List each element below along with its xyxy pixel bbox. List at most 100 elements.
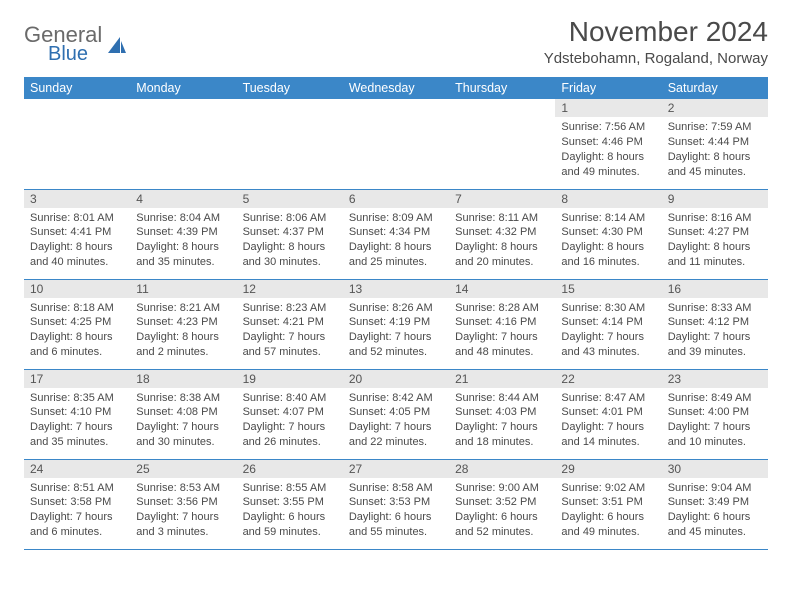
daylight-text: Daylight: 8 hours and 2 minutes. xyxy=(136,330,230,360)
daylight-text: Daylight: 8 hours and 45 minutes. xyxy=(668,150,762,180)
calendar-week-row: 1Sunrise: 7:56 AMSunset: 4:46 PMDaylight… xyxy=(24,99,768,189)
sunrise-text: Sunrise: 8:51 AM xyxy=(30,481,124,496)
calendar-day-cell: 20Sunrise: 8:42 AMSunset: 4:05 PMDayligh… xyxy=(343,369,449,459)
page-header: General Blue November 2024 Ydstebohamn, … xyxy=(24,16,768,67)
day-number: 18 xyxy=(130,370,236,388)
calendar-day-cell: 24Sunrise: 8:51 AMSunset: 3:58 PMDayligh… xyxy=(24,459,130,549)
day-details: Sunrise: 8:53 AMSunset: 3:56 PMDaylight:… xyxy=(130,478,236,546)
sunset-text: Sunset: 4:12 PM xyxy=(668,315,762,330)
day-number: 6 xyxy=(343,190,449,208)
day-number xyxy=(24,99,130,103)
calendar-day-cell: 16Sunrise: 8:33 AMSunset: 4:12 PMDayligh… xyxy=(662,279,768,369)
sunrise-text: Sunrise: 8:38 AM xyxy=(136,391,230,406)
day-details: Sunrise: 9:02 AMSunset: 3:51 PMDaylight:… xyxy=(555,478,661,546)
calendar-day-cell: 8Sunrise: 8:14 AMSunset: 4:30 PMDaylight… xyxy=(555,189,661,279)
day-number: 8 xyxy=(555,190,661,208)
day-number: 11 xyxy=(130,280,236,298)
sunrise-text: Sunrise: 8:18 AM xyxy=(30,301,124,316)
sunrise-text: Sunrise: 9:00 AM xyxy=(455,481,549,496)
sunset-text: Sunset: 4:14 PM xyxy=(561,315,655,330)
sunrise-text: Sunrise: 9:02 AM xyxy=(561,481,655,496)
sunset-text: Sunset: 3:51 PM xyxy=(561,495,655,510)
day-details: Sunrise: 8:49 AMSunset: 4:00 PMDaylight:… xyxy=(662,388,768,456)
day-header: Sunday xyxy=(24,77,130,99)
day-details: Sunrise: 8:35 AMSunset: 4:10 PMDaylight:… xyxy=(24,388,130,456)
calendar-day-cell: 22Sunrise: 8:47 AMSunset: 4:01 PMDayligh… xyxy=(555,369,661,459)
day-number: 25 xyxy=(130,460,236,478)
sunrise-text: Sunrise: 8:16 AM xyxy=(668,211,762,226)
sunrise-text: Sunrise: 8:42 AM xyxy=(349,391,443,406)
sunrise-text: Sunrise: 8:01 AM xyxy=(30,211,124,226)
calendar-day-cell: 21Sunrise: 8:44 AMSunset: 4:03 PMDayligh… xyxy=(449,369,555,459)
day-details: Sunrise: 8:26 AMSunset: 4:19 PMDaylight:… xyxy=(343,298,449,366)
day-details: Sunrise: 8:09 AMSunset: 4:34 PMDaylight:… xyxy=(343,208,449,276)
sunset-text: Sunset: 4:32 PM xyxy=(455,225,549,240)
day-header: Thursday xyxy=(449,77,555,99)
day-details: Sunrise: 8:28 AMSunset: 4:16 PMDaylight:… xyxy=(449,298,555,366)
calendar-day-cell: 4Sunrise: 8:04 AMSunset: 4:39 PMDaylight… xyxy=(130,189,236,279)
month-title: November 2024 xyxy=(544,16,768,48)
calendar-day-cell xyxy=(237,99,343,189)
day-details: Sunrise: 8:42 AMSunset: 4:05 PMDaylight:… xyxy=(343,388,449,456)
day-number: 1 xyxy=(555,99,661,117)
daylight-text: Daylight: 6 hours and 55 minutes. xyxy=(349,510,443,540)
calendar-day-cell: 5Sunrise: 8:06 AMSunset: 4:37 PMDaylight… xyxy=(237,189,343,279)
day-details: Sunrise: 9:00 AMSunset: 3:52 PMDaylight:… xyxy=(449,478,555,546)
daylight-text: Daylight: 8 hours and 35 minutes. xyxy=(136,240,230,270)
day-header-row: Sunday Monday Tuesday Wednesday Thursday… xyxy=(24,77,768,99)
sunset-text: Sunset: 4:25 PM xyxy=(30,315,124,330)
sunrise-text: Sunrise: 8:14 AM xyxy=(561,211,655,226)
day-header: Tuesday xyxy=(237,77,343,99)
sunrise-text: Sunrise: 8:04 AM xyxy=(136,211,230,226)
daylight-text: Daylight: 7 hours and 52 minutes. xyxy=(349,330,443,360)
daylight-text: Daylight: 7 hours and 43 minutes. xyxy=(561,330,655,360)
calendar-table: Sunday Monday Tuesday Wednesday Thursday… xyxy=(24,77,768,550)
calendar-day-cell: 1Sunrise: 7:56 AMSunset: 4:46 PMDaylight… xyxy=(555,99,661,189)
day-details: Sunrise: 7:59 AMSunset: 4:44 PMDaylight:… xyxy=(662,117,768,185)
sunset-text: Sunset: 4:08 PM xyxy=(136,405,230,420)
sunrise-text: Sunrise: 8:26 AM xyxy=(349,301,443,316)
daylight-text: Daylight: 8 hours and 25 minutes. xyxy=(349,240,443,270)
day-number: 3 xyxy=(24,190,130,208)
sunset-text: Sunset: 4:07 PM xyxy=(243,405,337,420)
day-number: 12 xyxy=(237,280,343,298)
daylight-text: Daylight: 8 hours and 6 minutes. xyxy=(30,330,124,360)
sunset-text: Sunset: 4:30 PM xyxy=(561,225,655,240)
sunrise-text: Sunrise: 8:06 AM xyxy=(243,211,337,226)
calendar-day-cell: 30Sunrise: 9:04 AMSunset: 3:49 PMDayligh… xyxy=(662,459,768,549)
day-number: 21 xyxy=(449,370,555,388)
sunrise-text: Sunrise: 8:53 AM xyxy=(136,481,230,496)
day-details: Sunrise: 8:16 AMSunset: 4:27 PMDaylight:… xyxy=(662,208,768,276)
calendar-day-cell: 26Sunrise: 8:55 AMSunset: 3:55 PMDayligh… xyxy=(237,459,343,549)
daylight-text: Daylight: 7 hours and 35 minutes. xyxy=(30,420,124,450)
sunrise-text: Sunrise: 7:59 AM xyxy=(668,120,762,135)
day-number: 7 xyxy=(449,190,555,208)
day-number xyxy=(130,99,236,103)
day-details: Sunrise: 8:40 AMSunset: 4:07 PMDaylight:… xyxy=(237,388,343,456)
calendar-day-cell: 18Sunrise: 8:38 AMSunset: 4:08 PMDayligh… xyxy=(130,369,236,459)
sunset-text: Sunset: 4:44 PM xyxy=(668,135,762,150)
sunset-text: Sunset: 4:41 PM xyxy=(30,225,124,240)
day-number: 9 xyxy=(662,190,768,208)
sunset-text: Sunset: 4:00 PM xyxy=(668,405,762,420)
day-header: Saturday xyxy=(662,77,768,99)
day-details: Sunrise: 8:30 AMSunset: 4:14 PMDaylight:… xyxy=(555,298,661,366)
sunrise-text: Sunrise: 8:55 AM xyxy=(243,481,337,496)
daylight-text: Daylight: 7 hours and 39 minutes. xyxy=(668,330,762,360)
sunset-text: Sunset: 4:46 PM xyxy=(561,135,655,150)
sunrise-text: Sunrise: 8:35 AM xyxy=(30,391,124,406)
sunrise-text: Sunrise: 8:21 AM xyxy=(136,301,230,316)
calendar-day-cell: 14Sunrise: 8:28 AMSunset: 4:16 PMDayligh… xyxy=(449,279,555,369)
sunset-text: Sunset: 4:05 PM xyxy=(349,405,443,420)
day-header: Monday xyxy=(130,77,236,99)
day-number xyxy=(237,99,343,103)
sunset-text: Sunset: 3:58 PM xyxy=(30,495,124,510)
day-number: 28 xyxy=(449,460,555,478)
day-number: 27 xyxy=(343,460,449,478)
daylight-text: Daylight: 7 hours and 22 minutes. xyxy=(349,420,443,450)
calendar-day-cell: 12Sunrise: 8:23 AMSunset: 4:21 PMDayligh… xyxy=(237,279,343,369)
calendar-day-cell: 27Sunrise: 8:58 AMSunset: 3:53 PMDayligh… xyxy=(343,459,449,549)
sunrise-text: Sunrise: 8:11 AM xyxy=(455,211,549,226)
day-number: 29 xyxy=(555,460,661,478)
day-details: Sunrise: 8:04 AMSunset: 4:39 PMDaylight:… xyxy=(130,208,236,276)
